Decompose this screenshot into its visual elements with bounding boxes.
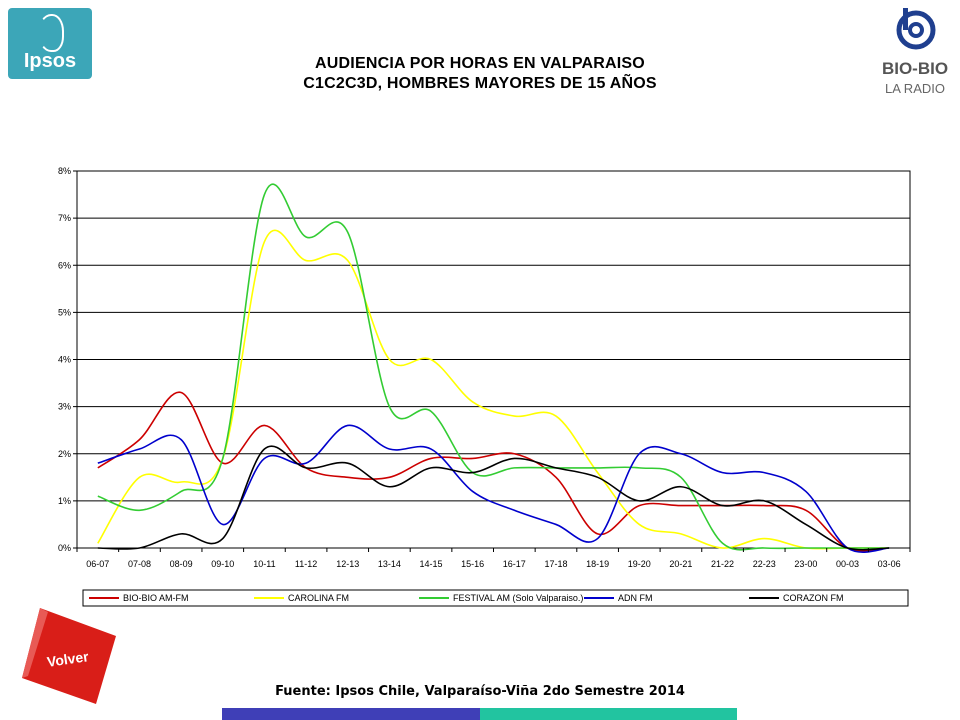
y-tick-label: 1% <box>58 496 71 506</box>
volver-button[interactable]: Volver <box>18 606 118 706</box>
y-tick-label: 2% <box>58 449 71 459</box>
x-tick-label: 14-15 <box>420 559 443 569</box>
legend-label: CAROLINA FM <box>288 593 349 603</box>
footer-bar-blue <box>222 708 480 720</box>
footer-bar-teal <box>480 708 737 720</box>
y-tick-label: 4% <box>58 355 71 365</box>
y-tick-label: 7% <box>58 213 71 223</box>
volver-label: Volver <box>46 648 90 670</box>
series-line-5 <box>97 445 890 551</box>
legend-label: ADN FM <box>618 593 653 603</box>
source-caption: Fuente: Ipsos Chile, Valparaíso-Viña 2do… <box>275 684 685 699</box>
x-tick-label: 22-23 <box>753 559 776 569</box>
ipsos-logo-text: Ipsos <box>23 50 77 72</box>
chart-title-block: AUDIENCIA POR HORAS EN VALPARAISO C1C2C3… <box>0 54 960 94</box>
x-tick-label: 09-10 <box>211 559 234 569</box>
x-tick-label: 15-16 <box>461 559 484 569</box>
x-tick-label: 23-00 <box>794 559 817 569</box>
biobio-logo: BIO-BIO LA RADIO <box>882 8 948 96</box>
x-tick-label: 06-07 <box>86 559 109 569</box>
series-line-3 <box>97 183 890 551</box>
x-tick-label: 11-12 <box>295 559 317 569</box>
x-tick-label: 13-14 <box>378 559 401 569</box>
x-tick-label: 07-08 <box>128 559 151 569</box>
biobio-logo-subtext: LA RADIO <box>885 81 945 96</box>
ipsos-face-icon <box>38 14 64 52</box>
y-tick-label: 3% <box>58 402 71 412</box>
x-tick-label: 03-06 <box>878 559 901 569</box>
y-tick-label: 5% <box>58 307 71 317</box>
legend-label: BIO-BIO AM-FM <box>123 593 189 603</box>
grid-layer <box>76 170 911 549</box>
series-line-1 <box>97 391 890 552</box>
y-tick-label: 0% <box>58 543 71 553</box>
chart-title-line2: C1C2C3D, HOMBRES MAYORES DE 15 AÑOS <box>303 75 657 92</box>
x-tick-label: 21-22 <box>711 559 734 569</box>
legend-layer: BIO-BIO AM-FM CAROLINA FM FESTIVAL AM (Sol… <box>82 589 909 607</box>
x-tick-label: 12-13 <box>336 559 359 569</box>
y-tick-label: 8% <box>58 166 71 176</box>
axis-layer: 0% 1% 2% 3% 4% 5% 6% 7% 8% 06-07 07-08 08-09 09-10 10… <box>58 166 911 569</box>
x-tick-label: 17-18 <box>544 559 567 569</box>
x-tick-label: 16-17 <box>503 559 526 569</box>
legend-label: FESTIVAL AM (Solo Valparaiso.) <box>453 593 583 603</box>
y-tick-label: 6% <box>58 260 71 270</box>
x-tick-label: 10-11 <box>253 559 275 569</box>
legend-label: CORAZON FM <box>783 593 844 603</box>
x-tick-label: 20-21 <box>669 559 692 569</box>
legend-box <box>82 589 909 607</box>
series-line-4 <box>97 424 890 553</box>
x-tick-label: 08-09 <box>170 559 193 569</box>
x-tick-label: 19-20 <box>628 559 651 569</box>
x-tick-label: 00-03 <box>836 559 859 569</box>
biobio-logo-text: BIO-BIO <box>882 59 948 78</box>
ipsos-logo: Ipsos <box>8 8 92 79</box>
chart-title-line1: AUDIENCIA POR HORAS EN VALPARAISO <box>315 55 645 72</box>
x-tick-label: 18-19 <box>586 559 609 569</box>
series-layer <box>97 183 890 553</box>
